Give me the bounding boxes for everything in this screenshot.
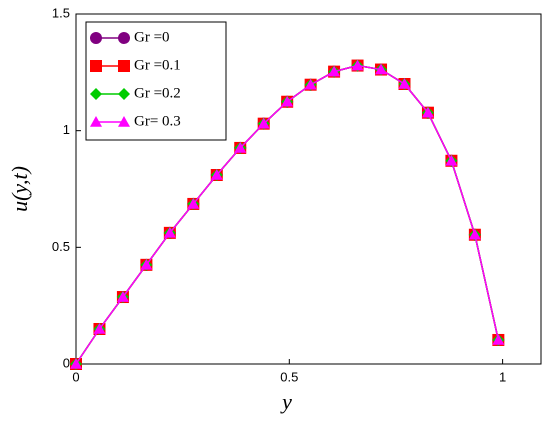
marker xyxy=(468,228,481,240)
legend-label: Gr =0.1 xyxy=(134,57,181,73)
marker xyxy=(90,116,102,127)
marker xyxy=(118,32,130,44)
y-axis-label: u(y,t) xyxy=(7,166,32,212)
marker xyxy=(281,95,294,107)
x-tick-label: 0 xyxy=(72,369,79,384)
marker xyxy=(118,88,130,100)
y-tick-label: 1.5 xyxy=(52,5,70,20)
x-tick-label: 0.5 xyxy=(280,369,298,384)
marker xyxy=(116,291,129,302)
x-tick-label: 1 xyxy=(499,369,506,384)
plot-frame xyxy=(75,13,542,365)
y-tick-label: 0.5 xyxy=(52,239,70,254)
marker xyxy=(163,226,176,238)
marker xyxy=(328,65,341,77)
y-tick-label: 1 xyxy=(63,122,70,137)
legend-label: Gr= 0.3 xyxy=(134,113,181,129)
marker xyxy=(70,358,82,369)
marker xyxy=(421,106,434,118)
x-axis-label: y xyxy=(280,389,292,414)
marker xyxy=(234,141,247,153)
marker xyxy=(90,88,102,100)
marker xyxy=(398,78,411,89)
marker xyxy=(118,116,130,127)
legend-box xyxy=(85,21,227,141)
marker xyxy=(90,60,102,72)
marker xyxy=(93,323,106,334)
marker xyxy=(492,333,505,345)
marker xyxy=(187,197,200,209)
marker xyxy=(351,59,364,71)
marker xyxy=(445,154,458,166)
marker xyxy=(375,63,388,75)
y-tick-label: 0 xyxy=(63,355,70,370)
marker xyxy=(304,78,317,90)
legend-label: Gr =0 xyxy=(134,29,170,45)
marker xyxy=(90,32,102,44)
legend-label: Gr =0.2 xyxy=(134,85,181,101)
marker xyxy=(257,117,270,129)
marker xyxy=(140,258,153,270)
marker xyxy=(118,60,130,72)
marker xyxy=(210,169,223,180)
